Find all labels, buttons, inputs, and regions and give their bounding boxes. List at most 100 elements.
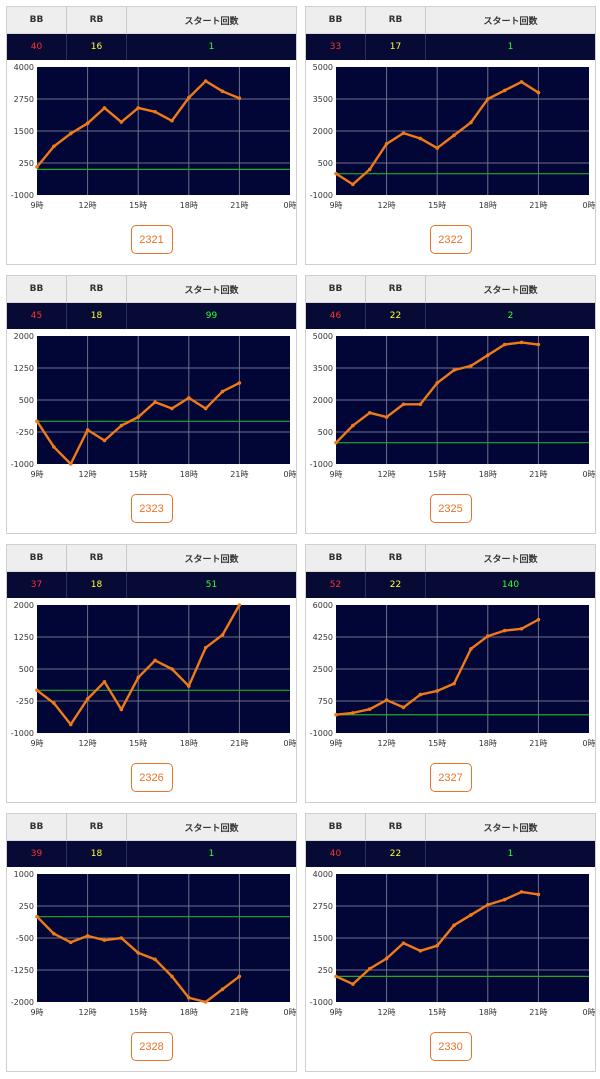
data-point <box>536 342 541 347</box>
x-tick-label: 12時 <box>378 201 396 210</box>
x-tick-label: 9時 <box>30 739 43 748</box>
x-tick-label: 0時 <box>582 470 595 479</box>
machine-number-button[interactable]: 2326 <box>130 763 173 792</box>
data-point <box>435 689 439 693</box>
data-point <box>220 389 225 394</box>
x-tick-label: 9時 <box>30 201 43 210</box>
rb-value: 16 <box>66 34 126 60</box>
data-point <box>136 675 140 680</box>
rb-value: 17 <box>365 34 425 60</box>
data-point <box>220 89 225 94</box>
y-tick-label: 4000 <box>313 870 333 879</box>
x-tick-label: 21時 <box>230 739 248 748</box>
machine-number-button[interactable]: 2322 <box>429 225 472 254</box>
stats-header: BB RB スタート回数 <box>306 276 595 303</box>
x-tick-label: 15時 <box>129 739 147 748</box>
bb-value: 40 <box>329 849 342 859</box>
data-point <box>536 90 541 95</box>
x-tick-label: 18時 <box>180 201 198 210</box>
data-point <box>187 95 191 100</box>
data-point <box>401 402 406 407</box>
x-tick-label: 18時 <box>479 1008 497 1017</box>
rb-value: 18 <box>66 841 126 867</box>
machine-number-button[interactable]: 2323 <box>130 494 173 523</box>
machine-number-button[interactable]: 2325 <box>429 494 472 523</box>
x-tick-label: 9時 <box>30 1008 43 1017</box>
stats-header: BB RB スタート回数 <box>7 7 296 34</box>
bb-header: BB <box>328 15 343 25</box>
machine-number-button[interactable]: 2330 <box>429 1032 472 1061</box>
x-tick-label: 12時 <box>378 470 396 479</box>
start-count-value: 1 <box>126 34 296 60</box>
data-point <box>68 722 73 727</box>
bb-header: BB <box>328 822 343 832</box>
y-tick-label: -1000 <box>310 729 333 738</box>
machine-card: BB RB スタート回数 40 16 1 4000 2750 1500 250 -1000 9時 12時… <box>6 6 297 265</box>
bb-value: 45 <box>30 311 43 321</box>
data-point <box>486 353 490 357</box>
data-point <box>68 940 73 945</box>
data-point <box>153 957 157 962</box>
bb-header: BB <box>29 553 44 563</box>
y-tick-label: 500 <box>318 159 333 168</box>
data-point <box>153 658 157 663</box>
data-point <box>136 415 140 419</box>
stats-values: 52 22 140 <box>306 572 595 598</box>
y-tick-label: 2000 <box>14 601 34 610</box>
start-count-header: スタート回数 <box>126 545 296 571</box>
y-tick-label: -250 <box>16 428 34 437</box>
y-tick-label: 750 <box>318 697 333 706</box>
x-tick-label: 0時 <box>283 1008 296 1017</box>
y-tick-label: 500 <box>318 428 333 437</box>
data-point <box>136 951 140 955</box>
x-tick-label: 21時 <box>529 1008 547 1017</box>
stats-header: BB RB スタート回数 <box>306 814 595 841</box>
data-point <box>367 411 372 415</box>
x-tick-label: 21時 <box>529 739 547 748</box>
data-point <box>367 707 372 712</box>
data-point <box>384 415 389 419</box>
data-point <box>52 931 56 936</box>
data-point <box>334 712 338 717</box>
data-point <box>237 603 242 607</box>
y-tick-label: 4250 <box>313 633 333 642</box>
machine-number-button[interactable]: 2328 <box>130 1032 173 1061</box>
y-tick-label: 2750 <box>313 902 333 911</box>
data-point <box>35 419 39 424</box>
data-point <box>35 914 39 919</box>
start-count-value: 99 <box>126 303 296 329</box>
data-point <box>102 438 107 443</box>
rb-header: RB <box>365 7 425 33</box>
data-point <box>401 131 406 135</box>
machine-card: BB RB スタート回数 46 22 2 5000 3500 2000 500 -1000 9時 12時… <box>305 275 596 534</box>
stats-values: 46 22 2 <box>306 303 595 329</box>
data-point <box>334 440 338 445</box>
x-tick-label: 21時 <box>529 470 547 479</box>
x-tick-label: 21時 <box>529 201 547 210</box>
data-point <box>35 688 39 693</box>
machine-number-button[interactable]: 2327 <box>429 763 472 792</box>
y-tick-label: -250 <box>16 697 34 706</box>
data-point <box>35 165 39 169</box>
x-tick-label: 18時 <box>180 739 198 748</box>
machine-number-button[interactable]: 2321 <box>130 225 173 254</box>
data-point <box>170 118 174 123</box>
data-point <box>502 628 507 633</box>
data-point <box>351 982 355 986</box>
data-point <box>102 938 107 942</box>
rb-header: RB <box>66 545 126 571</box>
data-point <box>435 381 439 385</box>
bb-header: BB <box>328 284 343 294</box>
data-point <box>119 707 124 712</box>
data-point <box>401 705 406 710</box>
data-point <box>119 936 124 940</box>
data-point <box>170 974 174 979</box>
y-tick-label: 4000 <box>14 63 34 72</box>
data-point <box>52 701 56 705</box>
x-tick-label: 15時 <box>129 1008 147 1017</box>
x-tick-label: 21時 <box>230 1008 248 1017</box>
